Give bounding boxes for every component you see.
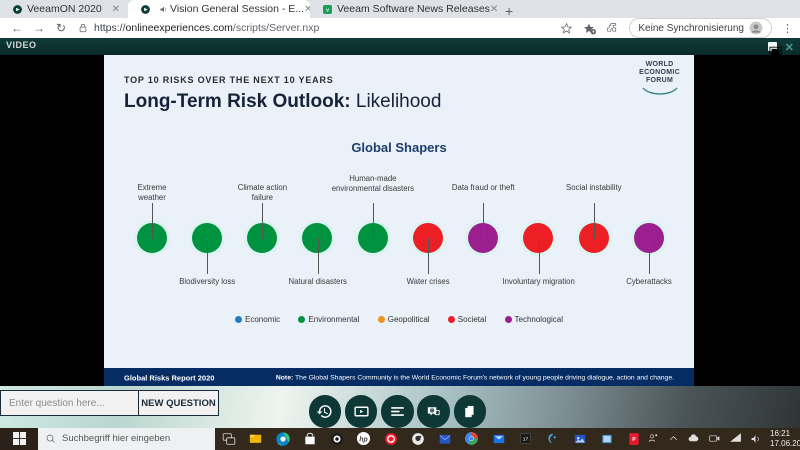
svg-text:17: 17 [523,437,529,443]
svg-text:hp: hp [359,437,367,444]
svg-text:P: P [632,437,636,443]
